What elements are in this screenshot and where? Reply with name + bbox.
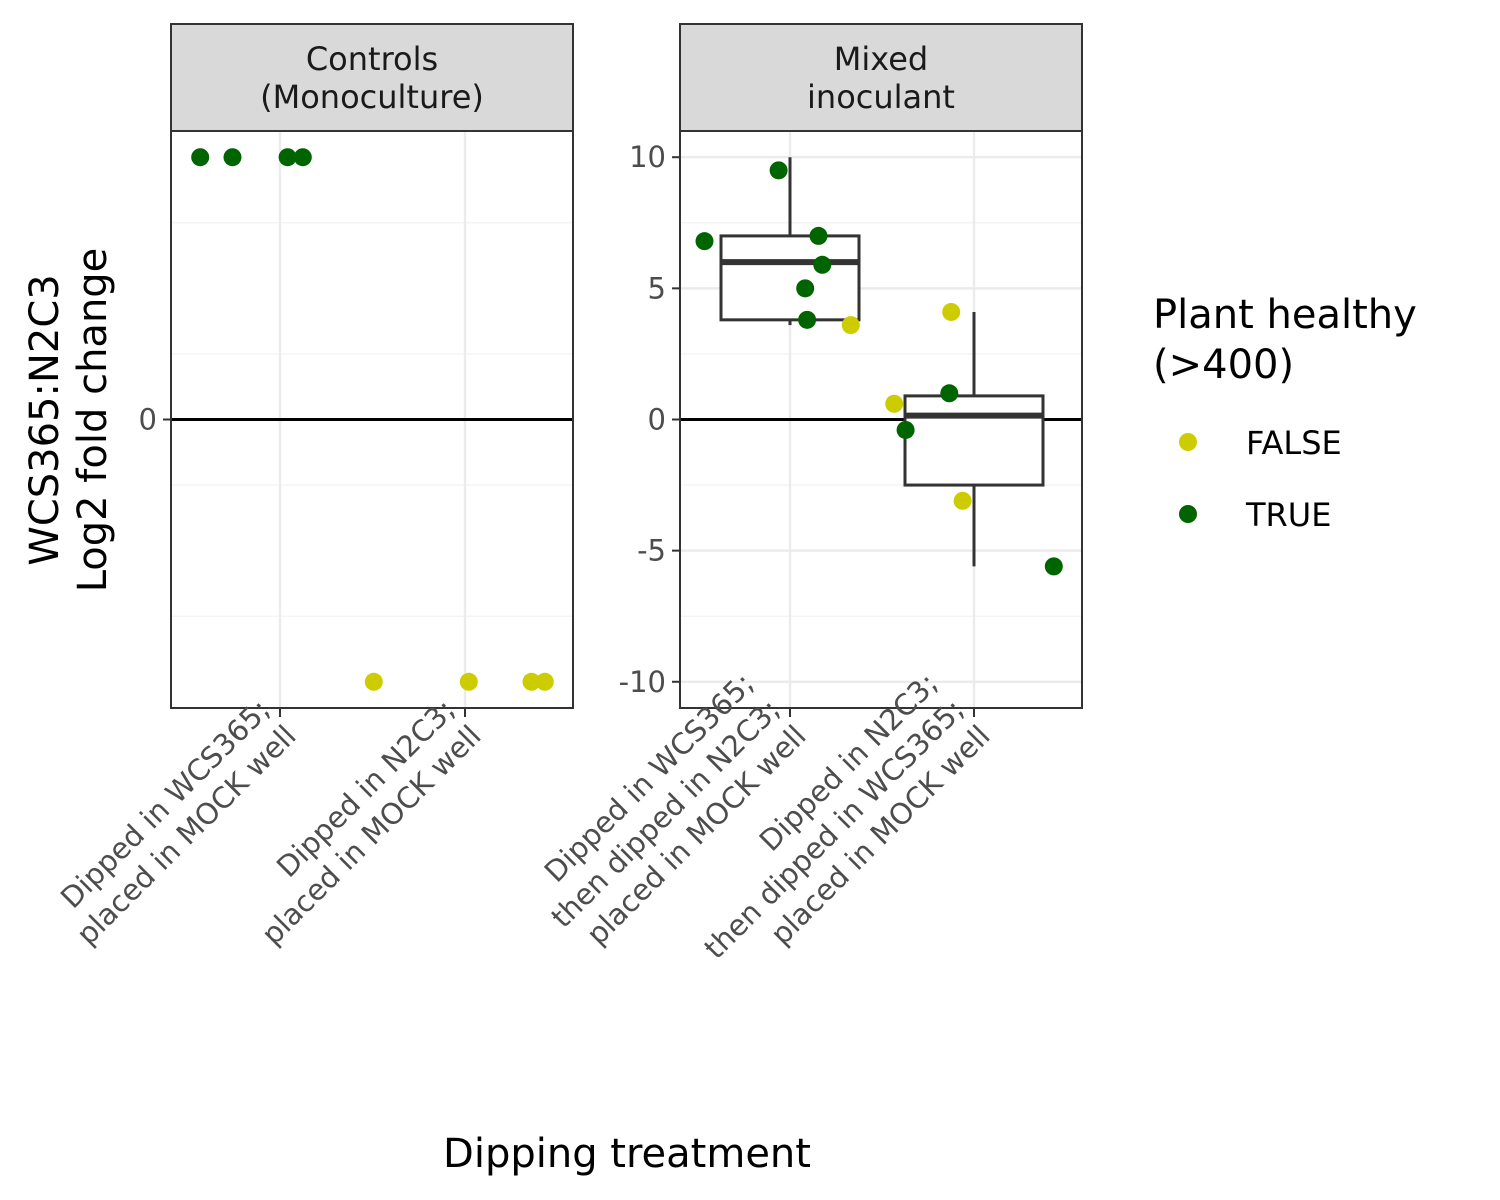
strip-background — [170, 23, 574, 132]
legend-title-line-1: Plant healthy — [1153, 292, 1417, 338]
y-axis-title-line-1: WCS365:N2C3 — [22, 274, 68, 565]
y-tick-label: 10 — [629, 140, 666, 174]
data-point — [885, 394, 904, 413]
legend-label-false: FALSE — [1246, 424, 1342, 462]
panel-mixed: Mixed inoculant 10 5 0 -5 -10 Dipped in WCS3… — [538, 23, 1083, 965]
legend: Plant healthy (>400) FALSE TRUE — [1153, 292, 1417, 534]
x-tick-label: Dipped in WCS365;placed in MOCK well — [54, 692, 303, 951]
data-point — [1044, 557, 1063, 576]
data-point — [809, 226, 828, 245]
data-point — [940, 384, 959, 403]
data-point — [223, 148, 242, 167]
strip-label-line-2: (Monoculture) — [260, 78, 484, 116]
data-point — [953, 491, 972, 510]
data-point — [796, 279, 815, 298]
strip-label-line-1: Controls — [306, 40, 438, 78]
data-point — [535, 672, 554, 691]
data-point — [896, 420, 915, 439]
legend-title-line-2: (>400) — [1153, 342, 1294, 388]
data-point — [522, 672, 541, 691]
data-point — [769, 161, 788, 180]
data-point — [841, 316, 860, 335]
x-tick-label-line: Dipped in WCS365; — [54, 692, 277, 915]
legend-key-true — [1179, 505, 1197, 523]
legend-label-true: TRUE — [1245, 496, 1331, 534]
data-point — [942, 302, 961, 321]
data-point — [695, 232, 714, 251]
y-axis-title-line-2: Log2 fold change — [70, 248, 116, 593]
y-axis-title: WCS365:N2C3 Log2 fold change — [22, 248, 116, 593]
y-tick-label: 0 — [648, 403, 666, 437]
data-point — [278, 148, 297, 167]
panel-controls: Controls (Monoculture) 0 Dipped in WCS36… — [54, 23, 574, 951]
y-tick-label: -5 — [637, 534, 666, 568]
y-tick-label: 0 — [139, 403, 157, 437]
data-point — [813, 255, 832, 274]
y-tick-label: -10 — [619, 665, 666, 699]
boxplot-box — [903, 394, 1045, 487]
data-point — [798, 310, 817, 329]
strip-label-line-1: Mixed — [834, 40, 928, 78]
strip-label-line-2: inoculant — [807, 78, 955, 116]
y-tick-label: 5 — [648, 271, 666, 305]
strip-background — [679, 23, 1083, 132]
x-tick-label-line: Dipped in WCS365; — [538, 666, 761, 889]
data-point — [191, 148, 210, 167]
x-axis-title: Dipping treatment — [443, 1131, 811, 1177]
boxplot-box — [719, 234, 861, 322]
data-point — [459, 672, 478, 691]
data-point — [293, 148, 312, 167]
legend-key-false — [1179, 433, 1197, 451]
data-point — [364, 672, 383, 691]
